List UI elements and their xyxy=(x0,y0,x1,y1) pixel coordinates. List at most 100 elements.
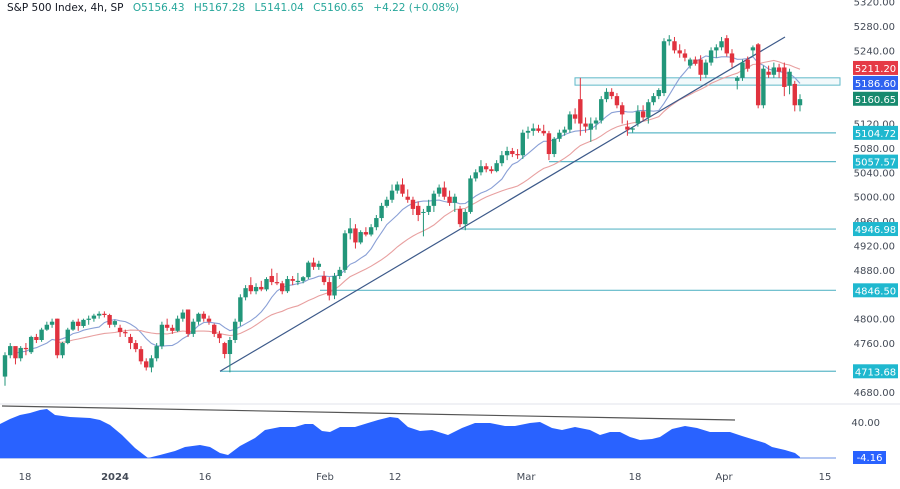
candle xyxy=(144,358,149,371)
candle xyxy=(452,193,458,212)
candle xyxy=(463,208,468,231)
candle xyxy=(76,318,81,331)
candle xyxy=(640,105,646,121)
candle xyxy=(724,35,729,57)
candle xyxy=(567,111,573,133)
candle xyxy=(232,318,238,344)
candle xyxy=(729,49,735,68)
candle xyxy=(342,230,348,273)
support-price-label: 5104.72 xyxy=(853,125,898,140)
candle xyxy=(442,181,447,200)
candle xyxy=(667,35,672,46)
candle xyxy=(295,272,301,286)
candle xyxy=(337,266,342,280)
candle xyxy=(771,62,777,78)
candle xyxy=(253,283,259,295)
support-price-label: 5057.57 xyxy=(853,154,898,169)
candle xyxy=(541,124,546,136)
candle xyxy=(395,181,400,194)
close-value: C5160.65 xyxy=(313,2,364,14)
candle xyxy=(750,45,756,57)
candle xyxy=(499,150,505,167)
candle xyxy=(714,44,719,58)
candle xyxy=(159,321,165,350)
price-tick-label: 5320.00 xyxy=(854,0,895,9)
change-value: +4.22 (+0.08%) xyxy=(373,2,460,14)
candle xyxy=(23,343,29,356)
candle xyxy=(557,129,562,142)
candle xyxy=(583,117,588,133)
ma-fast-line xyxy=(15,55,801,354)
candle xyxy=(504,146,510,161)
candle xyxy=(405,189,410,203)
candle xyxy=(426,199,431,216)
candle xyxy=(546,130,552,161)
candle xyxy=(656,88,661,100)
candle xyxy=(536,124,541,133)
candle xyxy=(81,318,86,328)
candle xyxy=(515,149,520,159)
candle xyxy=(13,346,18,365)
candle xyxy=(389,184,395,203)
candle xyxy=(2,352,8,386)
candle xyxy=(776,63,782,78)
candle xyxy=(128,333,133,350)
symbol-title[interactable]: S&P 500 Index, 4h, SP xyxy=(7,2,124,14)
candle xyxy=(358,230,363,245)
support-price-label: 4846.50 xyxy=(853,283,898,298)
last-price-label: 5160.65 xyxy=(853,91,898,106)
candle xyxy=(217,330,222,344)
candle xyxy=(363,227,369,237)
open-value: O5156.43 xyxy=(132,2,185,14)
candle xyxy=(102,311,107,318)
candle xyxy=(243,285,248,301)
candle xyxy=(18,346,23,362)
oscillator-trendline[interactable] xyxy=(1,405,736,421)
chart-legend: S&P 500 Index, 4h, SP O5156.43 H5167.28 … xyxy=(7,2,465,14)
candle xyxy=(285,275,290,294)
oscillator-value-label: -4.16 xyxy=(853,451,886,464)
price-tick-label: 5240.00 xyxy=(854,46,895,57)
candle xyxy=(651,93,656,106)
candle xyxy=(149,355,154,373)
candle xyxy=(457,205,463,228)
candle xyxy=(133,339,138,353)
candle xyxy=(531,123,536,136)
candle xyxy=(248,277,254,295)
candle xyxy=(708,47,714,66)
candle xyxy=(698,55,703,81)
support-levels-layer xyxy=(220,77,841,372)
candle xyxy=(259,280,264,292)
candle xyxy=(107,313,112,328)
ma-slow-price-label: 5211.20 xyxy=(853,60,898,75)
svg-text:-4.16: -4.16 xyxy=(857,453,883,464)
oscillator-pane xyxy=(0,405,800,458)
candle xyxy=(227,336,233,373)
price-tick-label: 4880.00 xyxy=(854,266,895,277)
candle xyxy=(604,88,609,103)
moving-averages-layer xyxy=(15,55,801,354)
candle xyxy=(787,68,792,95)
resistance-zone[interactable] xyxy=(574,77,841,86)
low-value: L5141.04 xyxy=(254,2,304,14)
candle xyxy=(693,56,698,66)
candle xyxy=(635,105,641,127)
ascending-trendline[interactable] xyxy=(219,36,786,372)
candle xyxy=(185,309,191,337)
time-tick-label: Mar xyxy=(517,472,537,483)
candle xyxy=(415,201,421,222)
candle xyxy=(609,88,614,100)
candle xyxy=(740,59,745,81)
ma-fast-price-label: 5186.60 xyxy=(853,75,898,90)
price-tick-label: 5080.00 xyxy=(854,144,895,155)
candle xyxy=(619,102,625,124)
candle xyxy=(96,311,102,319)
candle xyxy=(593,117,599,130)
candle xyxy=(175,315,180,333)
time-tick-label: 2024 xyxy=(101,472,129,483)
candle xyxy=(164,318,170,331)
candle xyxy=(379,202,384,222)
candle xyxy=(578,77,583,136)
